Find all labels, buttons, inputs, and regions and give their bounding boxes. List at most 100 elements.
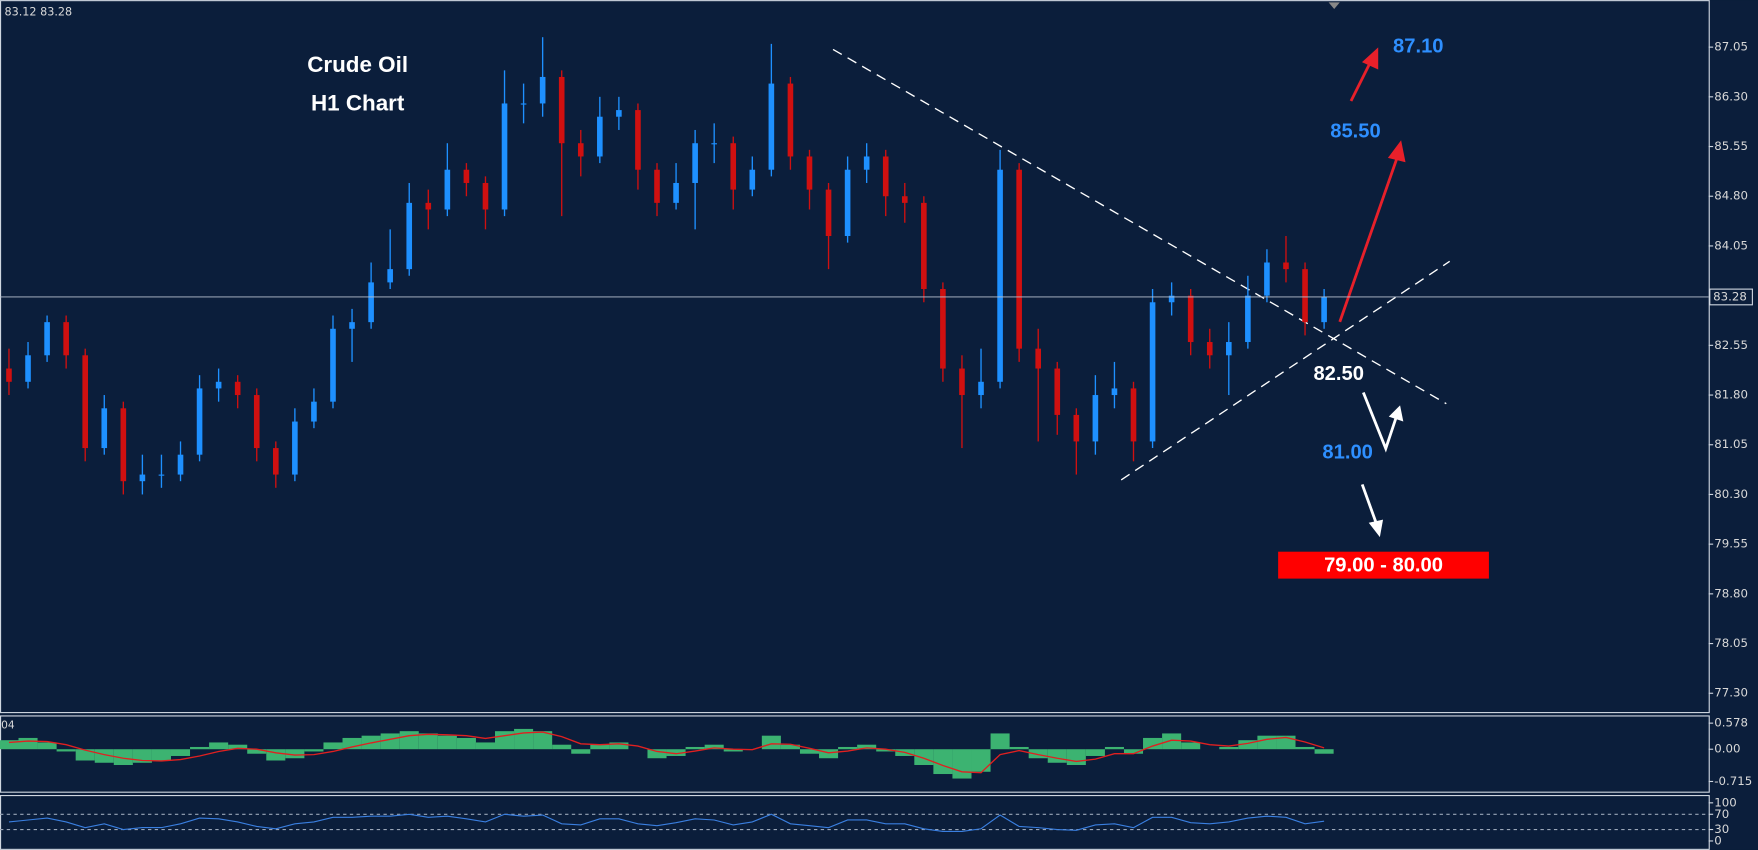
- macd-bar: [285, 749, 305, 759]
- candle-body: [1111, 388, 1118, 396]
- macd-bar: [514, 728, 534, 750]
- macd-bar: [247, 749, 267, 754]
- macd-bar: [838, 746, 858, 750]
- candle-body: [597, 116, 603, 157]
- macd-bar: [1162, 733, 1182, 750]
- candle-body: [863, 156, 870, 170]
- y-tick-label: 81.80: [1714, 388, 1748, 402]
- macd-bar: [266, 749, 286, 761]
- macd-bar: [228, 744, 248, 750]
- candle-body: [520, 103, 527, 105]
- macd-bar: [723, 749, 743, 752]
- y-tick-label: 84.05: [1714, 238, 1748, 252]
- macd-bar: [552, 744, 572, 750]
- lower-trendline: [1120, 260, 1451, 481]
- candle-body: [749, 169, 756, 190]
- rsi-line: [8, 813, 1325, 832]
- candle-body: [616, 110, 622, 117]
- macd-bar: [933, 749, 953, 775]
- candle-body: [901, 196, 908, 203]
- current-price-box: [1709, 288, 1753, 306]
- candle-body: [1149, 302, 1156, 442]
- macd-bar: [418, 733, 438, 750]
- macd-bar: [37, 742, 57, 750]
- macd-bar: [971, 749, 991, 772]
- macd-bar: [647, 749, 667, 759]
- macd-bar: [94, 749, 114, 763]
- candle-body: [501, 103, 508, 210]
- macd-bar: [190, 746, 210, 750]
- macd-bar: [571, 749, 591, 754]
- candle-body: [978, 381, 984, 396]
- candle-body: [177, 454, 184, 475]
- candle-body: [1302, 269, 1308, 323]
- candle-body: [1283, 262, 1289, 270]
- candle-body: [959, 368, 965, 396]
- macd-bar: [75, 749, 95, 761]
- y-tick-label: 86.30: [1714, 89, 1748, 103]
- candle-body: [311, 401, 317, 422]
- candle-body: [1073, 414, 1080, 442]
- macd-bar: [876, 749, 896, 752]
- target-zone-box: [1278, 551, 1489, 579]
- candle-body: [539, 76, 546, 104]
- candle-body: [273, 448, 279, 475]
- candle-body: [1264, 262, 1270, 296]
- macd-bar: [780, 744, 800, 750]
- candle-body: [444, 169, 451, 210]
- macd-bar: [704, 744, 724, 750]
- candle-body: [692, 143, 698, 183]
- candle-body: [139, 474, 146, 482]
- macd-bar: [380, 733, 400, 750]
- candle-body: [921, 202, 927, 290]
- macd-bar: [685, 746, 705, 750]
- main-panel: [0, 0, 1710, 714]
- macd-bar: [1295, 746, 1315, 750]
- macd-bar: [0, 740, 19, 750]
- candle-body: [1206, 342, 1213, 356]
- annotation: 79.00 - 80.00: [1324, 555, 1443, 577]
- macd-bar: [209, 742, 229, 750]
- candle-body: [711, 143, 717, 145]
- arrow-head: [1368, 519, 1384, 538]
- macd-panel: [0, 715, 1710, 793]
- candle-body: [1130, 388, 1137, 442]
- arrows: [1338, 47, 1406, 538]
- macd-bar: [1143, 737, 1163, 750]
- y-tick-label: -0.715: [1714, 774, 1752, 788]
- macd-bar: [799, 749, 820, 754]
- macd-bar: [819, 749, 839, 759]
- macd-bar: [1066, 749, 1086, 766]
- macd-bar: [456, 737, 476, 750]
- macd-bar: [151, 749, 171, 761]
- macd-bar: [590, 744, 610, 750]
- header-prices: 83.12 83.28: [4, 5, 72, 18]
- macd-bar: [990, 733, 1010, 750]
- candle-body: [1054, 368, 1061, 415]
- candle-body: [997, 169, 1003, 382]
- candle-body: [654, 169, 660, 203]
- y-tick-label: 78.80: [1714, 586, 1748, 600]
- candle-body: [844, 169, 851, 236]
- annotation: 81.00: [1322, 441, 1372, 463]
- macd-bar: [952, 749, 972, 779]
- macd-bar: [1181, 742, 1201, 750]
- arrow: [1349, 57, 1374, 102]
- macd-bar: [1085, 749, 1105, 756]
- macd-bar: [1238, 740, 1258, 750]
- y-tick-label: 77.30: [1714, 686, 1748, 700]
- candle-body: [1321, 296, 1327, 323]
- candle-body: [577, 143, 584, 157]
- arrow-head: [1361, 47, 1379, 70]
- y-tick-label: 0.00: [1714, 742, 1740, 756]
- candle-body: [25, 355, 31, 382]
- macd-bar: [113, 749, 133, 766]
- panel-label: 04: [1, 718, 15, 731]
- macd-bar: [56, 749, 76, 752]
- y-tick-label: 100: [1714, 795, 1736, 809]
- candle-body: [82, 355, 89, 449]
- y-tick-label: 70: [1714, 807, 1729, 821]
- shift-marker: [1328, 2, 1340, 10]
- panel-frames: [0, 0, 1710, 850]
